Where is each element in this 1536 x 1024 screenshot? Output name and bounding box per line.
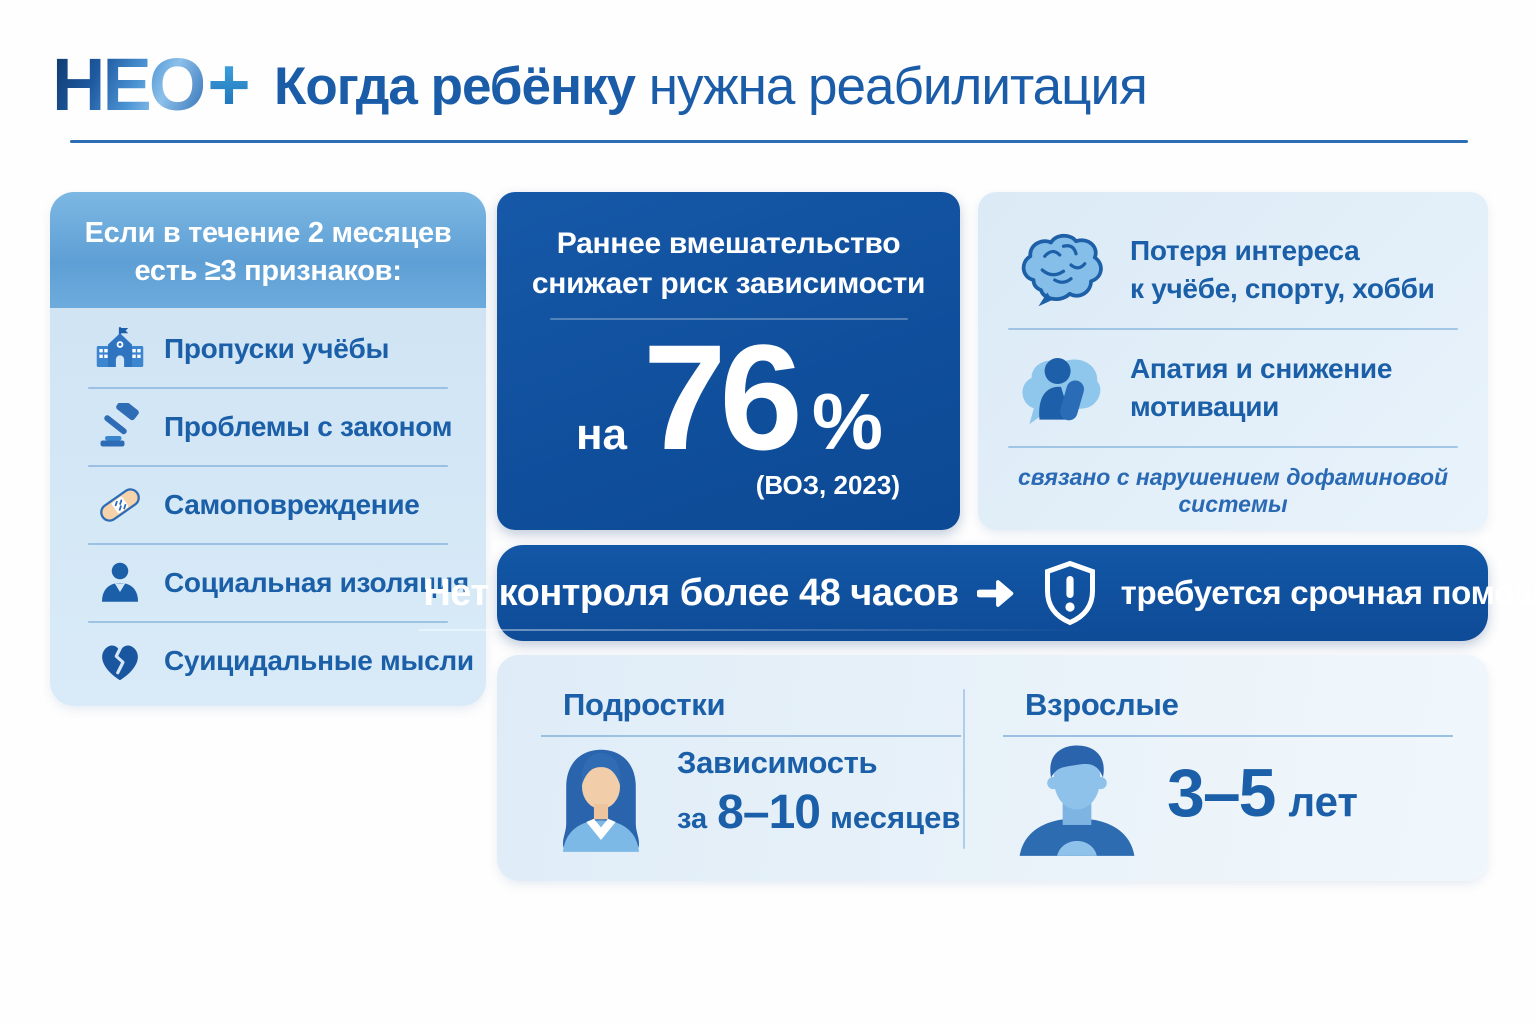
stat-title-line1: Раннее вмешательство (556, 227, 901, 260)
symptom-line2: к учёбе, спорту, хобби (1130, 273, 1435, 304)
list-item: Проблемы с законом (50, 389, 486, 465)
signs-panel-heading: Если в течение 2 месяцев есть ≥3 признак… (50, 192, 486, 308)
column-divider (963, 689, 965, 849)
stat-value-group: на 76 % (497, 322, 960, 472)
adults-duration-value: 3–5 (1167, 755, 1276, 831)
list-divider (88, 543, 448, 545)
outcomes-panel: Подростки Зависимость за (497, 655, 1488, 881)
sign-label: Проблемы с законом (164, 411, 453, 442)
symptoms-panel: Потеря интереса к учёбе, спорту, хобби А… (978, 192, 1488, 530)
symptom-line1: Апатия и снижение (1130, 353, 1393, 385)
alert-condition: Нет контроля более 48 часов (419, 571, 1090, 631)
symptom-label: Потеря интереса к учёбе, спорту, хобби (1130, 232, 1435, 307)
apathy-icon (1014, 349, 1108, 427)
list-divider (1008, 446, 1458, 448)
warning-signs-panel: Если в течение 2 месяцев есть ≥3 признак… (50, 192, 486, 706)
list-item: Апатия и снижение мотивации (1004, 330, 1462, 446)
stat-divider (549, 318, 908, 321)
stat-value: 76 (643, 313, 803, 482)
plus-glyph: + (207, 43, 250, 126)
stat-source: (ВОЗ, 2023) (755, 470, 900, 501)
adults-content: 3–5 лет (1003, 741, 1453, 856)
list-item: Социальная изоляция (50, 545, 486, 621)
person-icon (94, 559, 146, 607)
symptom-line1: Потеря интереса (1130, 235, 1360, 267)
stat-title-line2: снижает риск зависимости (531, 266, 926, 300)
neo-plus-logo: НЕО+ (52, 43, 251, 126)
logo-text: НЕО (52, 43, 206, 126)
list-item: Потеря интереса к учёбе, спорту, хобби (1004, 212, 1462, 328)
teens-content: Зависимость за 8–10 месяцев (541, 741, 961, 852)
header-divider (70, 140, 1468, 143)
stat-unit: % (811, 377, 883, 467)
signs-list: Пропуски учёбы Проблемы с законом (50, 308, 486, 699)
alert-action: требуется срочная помощь (1120, 574, 1536, 611)
adults-title: Взрослые (1003, 681, 1453, 737)
teens-column: Подростки Зависимость за (541, 681, 961, 852)
school-icon (94, 325, 146, 373)
gavel-icon (94, 403, 146, 451)
list-item: Суицидальные мысли (50, 623, 486, 699)
teens-duration-unit: месяцев (829, 800, 961, 835)
list-divider (1008, 328, 1458, 330)
urgent-help-banner: Нет контроля более 48 часов требуется ср… (419, 545, 1536, 641)
sign-label: Самоповреждение (164, 489, 420, 520)
adults-duration-unit: лет (1288, 778, 1358, 825)
page-title-bold: Когда ребёнку (274, 57, 636, 116)
teens-line1: Зависимость (677, 745, 878, 780)
shield-exclamation-icon (1041, 560, 1099, 626)
adults-column: Взрослые 3–5 лет (1003, 681, 1453, 856)
signs-heading-line1: Если в течение 2 месяцев (84, 217, 452, 249)
brain-icon (1014, 230, 1108, 310)
early-intervention-stat-panel: Раннее вмешательство снижает риск зависи… (497, 192, 960, 530)
list-item: Пропуски учёбы (50, 311, 486, 387)
broken-heart-icon (94, 639, 146, 684)
bandage-icon (94, 481, 146, 529)
page-title-regular: нужна реабилитация (648, 57, 1148, 116)
adults-text: 3–5 лет (1167, 754, 1358, 832)
teens-prefix: за (677, 803, 708, 835)
teens-title: Подростки (541, 681, 961, 737)
sign-label: Пропуски учёбы (164, 333, 390, 364)
sign-label: Суицидальные мысли (164, 645, 474, 676)
teen-girl-avatar (551, 741, 651, 852)
list-divider (88, 465, 448, 467)
symptom-label: Апатия и снижение мотивации (1130, 350, 1392, 425)
list-divider (88, 621, 448, 623)
signs-heading-line2: есть ≥3 признаков: (134, 255, 402, 288)
dopamine-footnote: связано с нарушением дофаминовой системы (1017, 464, 1449, 517)
stat-prefix: на (575, 410, 628, 460)
list-divider (88, 387, 448, 389)
adult-man-avatar (1013, 741, 1141, 856)
sign-label: Социальная изоляция (164, 567, 469, 598)
arrow-right-icon (976, 578, 1019, 609)
teens-duration-value: 8–10 (717, 786, 821, 839)
teens-line2: за 8–10 месяцев (677, 785, 960, 840)
page-title: Когда ребёнку нужна реабилитация (274, 57, 1148, 116)
list-item: Самоповреждение (50, 467, 486, 543)
symptom-line2: мотивации (1130, 391, 1280, 422)
teens-text: Зависимость за 8–10 месяцев (677, 745, 960, 840)
